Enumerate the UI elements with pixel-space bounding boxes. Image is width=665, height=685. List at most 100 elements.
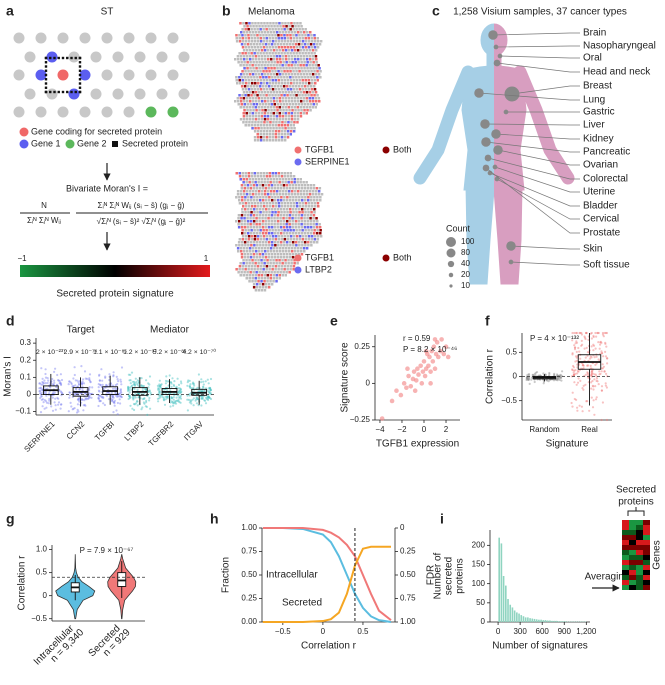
tissue-spot — [260, 247, 264, 250]
tissue-spot — [264, 241, 268, 244]
jitter-point — [144, 388, 147, 391]
jitter-point — [533, 372, 536, 376]
jitter-point — [81, 387, 84, 390]
tissue-spot — [305, 247, 309, 250]
tissue-spot — [266, 118, 270, 121]
jitter-point — [68, 394, 71, 397]
jitter-point — [177, 387, 180, 390]
tissue-spot — [281, 262, 284, 265]
tissue-spot — [256, 211, 259, 214]
jitter-point — [575, 359, 579, 362]
tissue-spot — [289, 130, 293, 133]
jitter-point — [531, 374, 535, 377]
jitter-point — [589, 355, 592, 358]
jitter-point — [198, 390, 201, 393]
secreted-protein — [78, 56, 82, 60]
tissue-spot — [313, 70, 316, 73]
tissue-spot — [257, 205, 260, 208]
tissue-spot — [318, 226, 322, 229]
jitter-point — [83, 403, 86, 406]
tissue-spot — [246, 223, 249, 226]
tissue-spot — [270, 61, 273, 64]
tissue-spot — [310, 244, 313, 247]
tissue-spot — [279, 67, 282, 70]
tissue-spot — [250, 94, 253, 97]
jitter-point — [573, 397, 576, 401]
tissue-spot — [275, 193, 279, 196]
jitter-point — [573, 381, 576, 384]
jitter-point — [118, 395, 121, 398]
tissue-spot — [281, 205, 284, 208]
jitter-point — [553, 373, 556, 377]
tissue-spot — [263, 64, 266, 67]
tissue-spot — [269, 121, 272, 124]
tissue-spot — [259, 199, 262, 202]
tissue-spot — [289, 70, 292, 73]
tissue-spot — [249, 241, 253, 244]
jitter-point — [574, 355, 578, 358]
jitter-point — [575, 350, 578, 353]
jitter-point — [200, 381, 203, 384]
tissue-spot — [247, 52, 250, 55]
jitter-point — [133, 403, 136, 406]
tissue-spot — [294, 100, 297, 103]
tissue-spot — [307, 52, 310, 55]
jitter-point — [74, 392, 77, 395]
spot — [178, 88, 190, 100]
jitter-point — [168, 374, 171, 377]
tissue-spot — [271, 46, 275, 49]
tissue-spot — [299, 73, 303, 76]
tissue-spot — [257, 178, 260, 181]
tissue-spot — [242, 112, 245, 115]
tissue-spot — [306, 226, 310, 229]
tissue-spot — [271, 34, 274, 37]
tissue-spot — [271, 136, 275, 139]
tissue-spot — [274, 211, 277, 214]
tissue-spot — [237, 61, 240, 64]
jitter-point — [162, 397, 165, 400]
tissue-spot — [294, 184, 298, 187]
jitter-point — [595, 335, 598, 338]
tissue-spot — [286, 244, 289, 247]
tissue-spot — [312, 223, 315, 226]
jitter-point — [53, 379, 56, 382]
tissue-spot — [246, 43, 250, 46]
jitter-point — [136, 388, 139, 391]
tissue-spot — [241, 244, 244, 247]
tissue-spot — [248, 91, 252, 94]
tissue-spot — [265, 199, 268, 202]
jitter-point — [73, 393, 76, 396]
secreted-protein — [57, 90, 60, 94]
heatmap-cell — [622, 565, 629, 570]
heatmap-cell — [643, 580, 650, 585]
leader-line — [510, 245, 580, 250]
jitter-point — [201, 397, 204, 400]
jitter-point — [130, 385, 133, 388]
box — [117, 572, 127, 587]
tissue-spot — [253, 139, 257, 142]
jitter-point — [127, 387, 130, 390]
tissue-spot — [242, 274, 245, 277]
jitter-point — [98, 399, 101, 402]
x-tick-label: SERPINE1 — [22, 419, 57, 454]
tissue-spot — [263, 97, 267, 100]
jitter-point — [590, 387, 593, 390]
tissue-spot — [280, 79, 283, 82]
tissue-spot — [248, 205, 251, 208]
tissue-spot — [252, 58, 255, 61]
point — [443, 344, 449, 350]
jitter-point — [539, 374, 542, 377]
tissue-spot — [290, 73, 294, 76]
jitter-point — [74, 379, 77, 382]
tissue-spot — [266, 274, 269, 277]
jitter-point — [560, 379, 563, 382]
tissue-spot — [302, 91, 306, 94]
tissue-spot — [290, 106, 293, 109]
tissue-spot — [255, 184, 259, 187]
spot — [156, 51, 168, 63]
tissue-spot — [284, 190, 288, 193]
jitter-point — [120, 366, 124, 369]
tissue-spot — [289, 199, 292, 202]
jitter-point — [133, 382, 136, 385]
bar — [524, 617, 527, 622]
